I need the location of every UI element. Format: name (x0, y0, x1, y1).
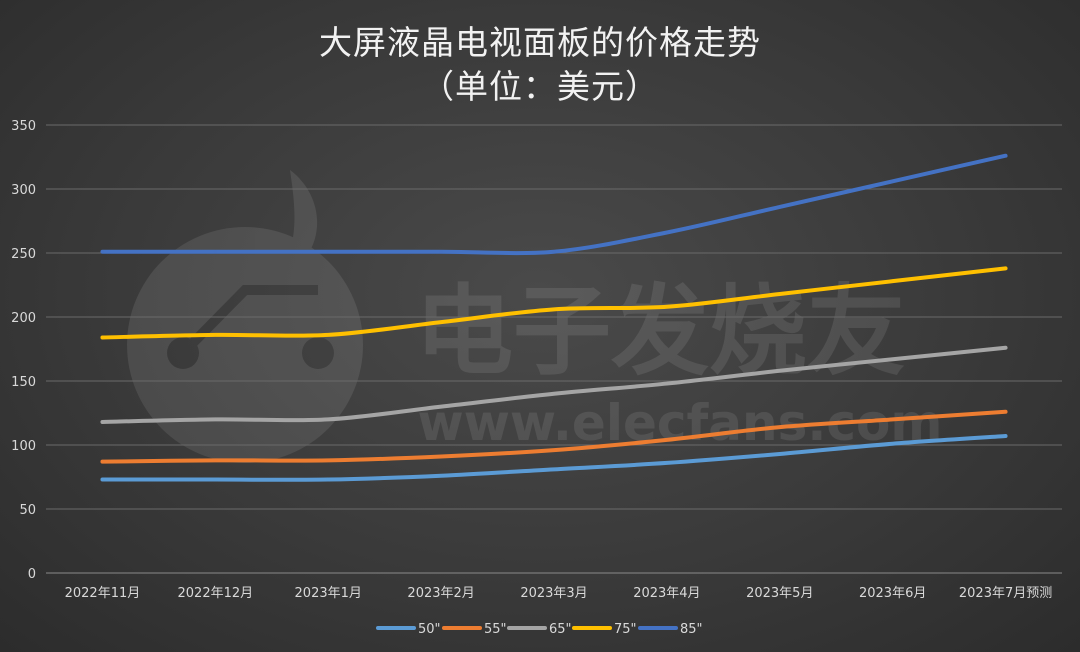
x-tick-label: 2022年11月 (65, 586, 141, 601)
data-point (778, 425, 782, 429)
chart-subtitle: （单位：美元） (421, 67, 659, 106)
data-point (891, 442, 895, 446)
y-tick-label: 250 (11, 247, 36, 262)
data-point (213, 478, 217, 482)
data-point (439, 320, 443, 324)
y-tick-label: 150 (11, 375, 36, 390)
y-tick-label: 100 (11, 439, 36, 454)
y-tick-label: 0 (28, 567, 36, 582)
data-point (1004, 154, 1008, 158)
data-point (1004, 410, 1008, 414)
data-point (552, 467, 556, 471)
data-point (1004, 266, 1008, 270)
x-tick-label: 2023年5月 (746, 586, 813, 601)
data-point (1004, 434, 1008, 438)
series-line-0 (100, 434, 1008, 482)
data-point (213, 458, 217, 462)
series-line-4 (100, 153, 1008, 256)
legend: 50" 55" 65" 75" 85" (376, 622, 703, 637)
data-point (891, 417, 895, 421)
legend-label: 85" (680, 622, 703, 637)
data-point (439, 455, 443, 459)
data-point (665, 438, 669, 442)
data-point (665, 231, 669, 235)
data-point (552, 448, 556, 452)
data-point (326, 458, 330, 462)
chart-title: 大屏液晶电视面板的价格走势 (319, 23, 761, 62)
data-point (778, 292, 782, 296)
series-line-3 (100, 266, 1008, 340)
data-point (100, 335, 104, 339)
y-tick-label: 50 (19, 503, 36, 518)
data-point (665, 382, 669, 386)
data-point (778, 369, 782, 373)
data-point (439, 250, 443, 254)
data-point (326, 333, 330, 337)
data-point (778, 205, 782, 209)
legend-label: 75" (614, 622, 637, 637)
data-point (326, 478, 330, 482)
data-point (439, 405, 443, 409)
legend-label: 55" (484, 622, 507, 637)
y-tick-label: 350 (11, 119, 36, 134)
data-point (100, 478, 104, 482)
x-tick-label: 2022年12月 (178, 586, 254, 601)
x-tick-label: 2023年6月 (859, 586, 926, 601)
data-point (213, 417, 217, 421)
data-point (213, 333, 217, 337)
x-tick-label: 2023年3月 (520, 586, 587, 601)
data-point (665, 305, 669, 309)
x-tick-label: 2023年1月 (295, 586, 362, 601)
svg-text:电子发烧友: 电子发烧友 (415, 275, 905, 389)
data-point (100, 460, 104, 464)
y-tick-label: 300 (11, 183, 36, 198)
data-point (552, 392, 556, 396)
series-line-1 (100, 409, 1008, 464)
data-point (1004, 346, 1008, 350)
legend-label: 50" (418, 622, 441, 637)
x-tick-label: 2023年2月 (407, 586, 474, 601)
data-point (552, 250, 556, 254)
x-tick-label: 2023年7月预测 (959, 586, 1052, 601)
data-point (326, 417, 330, 421)
data-point (665, 461, 669, 465)
data-point (891, 357, 895, 361)
data-point (326, 250, 330, 254)
data-point (552, 307, 556, 311)
data-point (213, 250, 217, 254)
x-tick-label: 2023年4月 (633, 586, 700, 601)
y-tick-label: 200 (11, 311, 36, 326)
legend-label: 65" (549, 622, 572, 637)
data-point (778, 452, 782, 456)
series-line-2 (100, 345, 1008, 424)
data-point (439, 474, 443, 478)
data-point (891, 179, 895, 183)
data-point (891, 279, 895, 283)
data-point (100, 250, 104, 254)
data-point (100, 420, 104, 424)
elecfans-watermark: 电子发烧友 www.elecfans.com (127, 170, 942, 463)
